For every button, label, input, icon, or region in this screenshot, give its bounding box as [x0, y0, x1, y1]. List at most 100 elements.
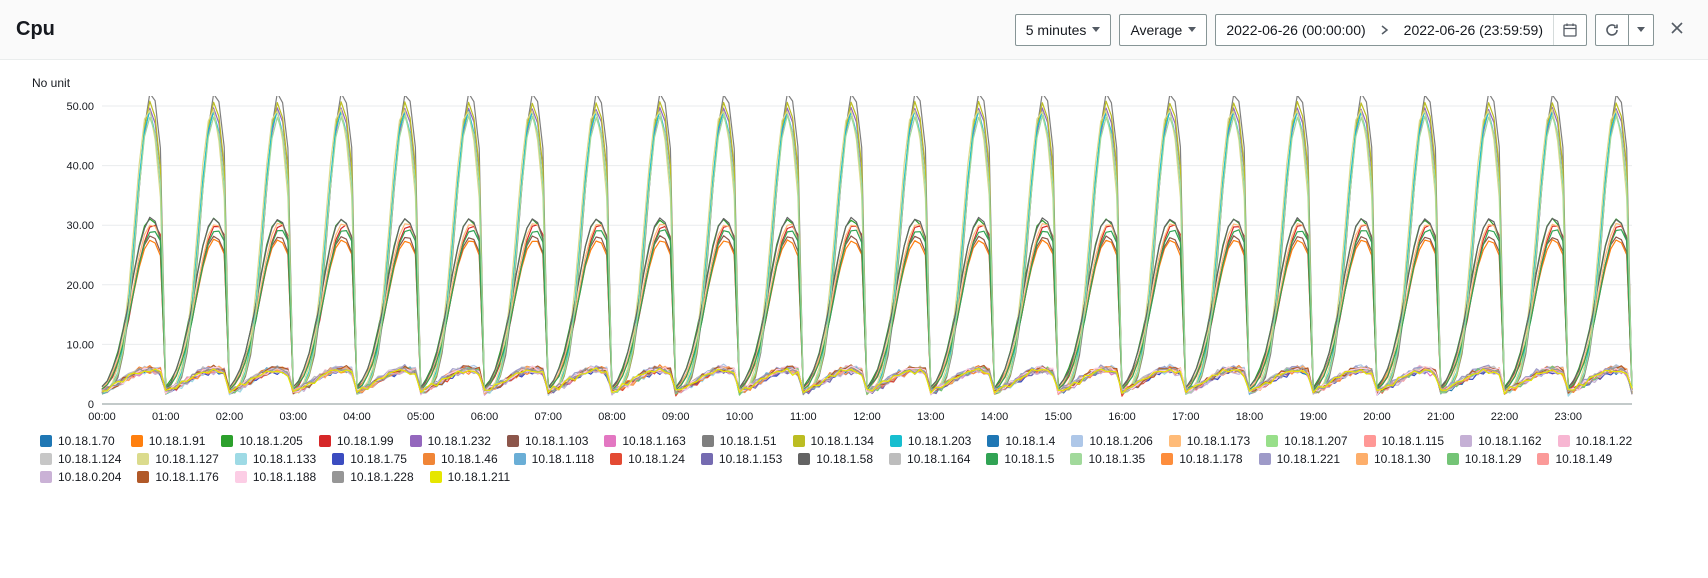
legend-item[interactable]: 10.18.1.103 — [507, 434, 588, 448]
legend-item[interactable]: 10.18.1.70 — [40, 434, 115, 448]
legend-swatch — [1259, 453, 1271, 465]
legend-item[interactable]: 10.18.1.162 — [1460, 434, 1541, 448]
legend-item[interactable]: 10.18.1.173 — [1169, 434, 1250, 448]
svg-text:10.00: 10.00 — [66, 339, 94, 351]
legend-label: 10.18.1.22 — [1576, 434, 1633, 448]
legend-item[interactable]: 10.18.1.228 — [332, 470, 413, 484]
svg-text:04:00: 04:00 — [343, 411, 371, 423]
legend-swatch — [319, 435, 331, 447]
svg-text:14:00: 14:00 — [981, 411, 1009, 423]
legend-item[interactable]: 10.18.0.204 — [40, 470, 121, 484]
svg-text:13:00: 13:00 — [917, 411, 945, 423]
legend-item[interactable]: 10.18.1.115 — [1364, 434, 1445, 448]
legend-swatch — [137, 471, 149, 483]
legend-label: 10.18.1.5 — [1004, 452, 1054, 466]
svg-text:09:00: 09:00 — [662, 411, 690, 423]
legend-item[interactable]: 10.18.1.133 — [235, 452, 316, 466]
svg-text:03:00: 03:00 — [279, 411, 307, 423]
legend-item[interactable]: 10.18.1.22 — [1558, 434, 1633, 448]
legend-item[interactable]: 10.18.1.51 — [702, 434, 777, 448]
legend-item[interactable]: 10.18.1.203 — [890, 434, 971, 448]
caret-down-icon — [1188, 27, 1196, 32]
statistic-dropdown[interactable]: Average — [1119, 14, 1207, 46]
legend-swatch — [40, 435, 52, 447]
legend-swatch — [507, 435, 519, 447]
legend-item[interactable]: 10.18.1.49 — [1537, 452, 1612, 466]
legend-item[interactable]: 10.18.1.30 — [1356, 452, 1431, 466]
legend-item[interactable]: 10.18.1.124 — [40, 452, 121, 466]
time-range-picker[interactable]: 2022-06-26 (00:00:00) 2022-06-26 (23:59:… — [1215, 14, 1587, 46]
period-label: 5 minutes — [1026, 22, 1087, 38]
svg-text:06:00: 06:00 — [471, 411, 499, 423]
svg-text:01:00: 01:00 — [152, 411, 180, 423]
legend-swatch — [1364, 435, 1376, 447]
legend-item[interactable]: 10.18.1.35 — [1070, 452, 1145, 466]
legend-swatch — [332, 471, 344, 483]
refresh-icon — [1604, 22, 1620, 38]
legend-item[interactable]: 10.18.1.99 — [319, 434, 394, 448]
legend-swatch — [1558, 435, 1570, 447]
legend-label: 10.18.1.70 — [58, 434, 115, 448]
refresh-button[interactable] — [1595, 14, 1629, 46]
svg-text:40.00: 40.00 — [66, 161, 94, 173]
legend-item[interactable]: 10.18.1.206 — [1071, 434, 1152, 448]
refresh-options-dropdown[interactable] — [1629, 14, 1654, 46]
close-button[interactable] — [1662, 14, 1692, 45]
legend-label: 10.18.1.133 — [253, 452, 316, 466]
legend-label: 10.18.1.232 — [428, 434, 491, 448]
period-dropdown[interactable]: 5 minutes — [1015, 14, 1112, 46]
legend-label: 10.18.0.204 — [58, 470, 121, 484]
legend-item[interactable]: 10.18.1.164 — [889, 452, 970, 466]
legend-item[interactable]: 10.18.1.91 — [131, 434, 206, 448]
legend-swatch — [40, 471, 52, 483]
panel-title: Cpu — [16, 18, 55, 41]
legend-item[interactable]: 10.18.1.207 — [1266, 434, 1347, 448]
legend-item[interactable]: 10.18.1.127 — [137, 452, 218, 466]
legend-swatch — [1447, 453, 1459, 465]
legend-label: 10.18.1.35 — [1088, 452, 1145, 466]
toolbar: Cpu 5 minutes Average 2022-06-26 (00:00:… — [0, 0, 1708, 60]
unit-label: No unit — [32, 76, 1676, 90]
chevron-right-icon — [1376, 22, 1394, 38]
legend-item[interactable]: 10.18.1.176 — [137, 470, 218, 484]
legend-swatch — [235, 453, 247, 465]
legend-swatch — [604, 435, 616, 447]
legend-item[interactable]: 10.18.1.5 — [986, 452, 1054, 466]
legend-label: 10.18.1.103 — [525, 434, 588, 448]
svg-text:12:00: 12:00 — [853, 411, 881, 423]
legend-item[interactable]: 10.18.1.211 — [430, 470, 511, 484]
legend-item[interactable]: 10.18.1.221 — [1259, 452, 1340, 466]
line-chart[interactable]: 010.0020.0030.0040.0050.0000:0001:0002:0… — [32, 96, 1642, 426]
legend-label: 10.18.1.115 — [1382, 434, 1445, 448]
legend-label: 10.18.1.134 — [811, 434, 874, 448]
legend-item[interactable]: 10.18.1.29 — [1447, 452, 1522, 466]
legend-label: 10.18.1.30 — [1374, 452, 1431, 466]
legend-item[interactable]: 10.18.1.163 — [604, 434, 685, 448]
svg-text:22:00: 22:00 — [1491, 411, 1519, 423]
legend-item[interactable]: 10.18.1.75 — [332, 452, 407, 466]
legend-item[interactable]: 10.18.1.46 — [423, 452, 498, 466]
calendar-icon — [1553, 15, 1586, 45]
time-range-end: 2022-06-26 (23:59:59) — [1394, 16, 1553, 44]
svg-text:21:00: 21:00 — [1427, 411, 1455, 423]
legend-label: 10.18.1.176 — [155, 470, 218, 484]
legend-item[interactable]: 10.18.1.118 — [514, 452, 595, 466]
legend-item[interactable]: 10.18.1.58 — [798, 452, 873, 466]
caret-down-icon — [1637, 27, 1645, 32]
legend-item[interactable]: 10.18.1.24 — [610, 452, 685, 466]
legend-item[interactable]: 10.18.1.178 — [1161, 452, 1242, 466]
legend-item[interactable]: 10.18.1.134 — [793, 434, 874, 448]
legend-label: 10.18.1.205 — [239, 434, 302, 448]
svg-text:30.00: 30.00 — [66, 220, 94, 232]
legend-swatch — [890, 435, 902, 447]
legend-item[interactable]: 10.18.1.188 — [235, 470, 316, 484]
legend-item[interactable]: 10.18.1.153 — [701, 452, 782, 466]
legend-label: 10.18.1.58 — [816, 452, 873, 466]
legend-label: 10.18.1.188 — [253, 470, 316, 484]
legend-item[interactable]: 10.18.1.4 — [987, 434, 1055, 448]
legend-item[interactable]: 10.18.1.232 — [410, 434, 491, 448]
legend-label: 10.18.1.49 — [1555, 452, 1612, 466]
series-line — [102, 96, 1632, 394]
legend-label: 10.18.1.99 — [337, 434, 394, 448]
legend-item[interactable]: 10.18.1.205 — [221, 434, 302, 448]
